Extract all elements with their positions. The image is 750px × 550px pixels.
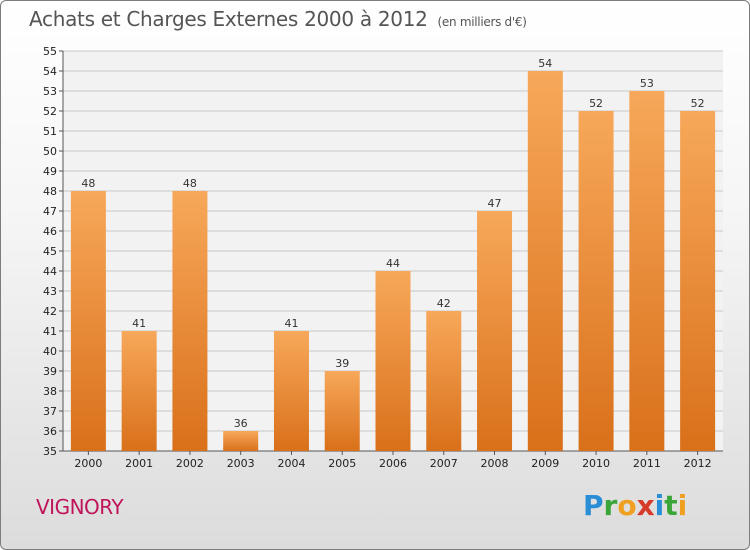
- bar-value-label: 48: [81, 177, 95, 190]
- bar-value-label: 48: [183, 177, 197, 190]
- x-tick-label: 2009: [531, 457, 559, 470]
- y-tick-label: 45: [43, 245, 57, 258]
- logo-letter: i: [654, 489, 665, 522]
- y-tick-label: 49: [43, 165, 57, 178]
- y-tick-label: 50: [43, 145, 57, 158]
- y-tick-label: 38: [43, 385, 57, 398]
- bar: [477, 211, 513, 451]
- commune-name: VIGNORY: [36, 495, 124, 519]
- logo-letter: P: [583, 489, 604, 522]
- y-tick-label: 47: [43, 205, 57, 218]
- y-tick-label: 42: [43, 305, 57, 318]
- y-tick-label: 51: [43, 125, 57, 138]
- logo-letter: i: [677, 489, 688, 522]
- chart-title-text: Achats et Charges Externes 2000 à 2012: [29, 7, 428, 31]
- logo-letter: t: [664, 489, 678, 522]
- bar: [578, 111, 614, 451]
- bar: [426, 311, 462, 451]
- y-tick-label: 35: [43, 445, 57, 458]
- bar-value-label: 54: [538, 57, 552, 70]
- bar-value-label: 36: [234, 417, 248, 430]
- y-tick-label: 36: [43, 425, 57, 438]
- y-tick-label: 52: [43, 105, 57, 118]
- y-tick-label: 46: [43, 225, 57, 238]
- bar-value-label: 52: [691, 97, 705, 110]
- bar: [172, 191, 208, 451]
- x-tick-label: 2003: [227, 457, 255, 470]
- bar-value-label: 44: [386, 257, 400, 270]
- bar: [527, 71, 563, 451]
- y-tick-label: 44: [43, 265, 57, 278]
- x-tick-label: 2012: [684, 457, 712, 470]
- x-tick-label: 2005: [328, 457, 356, 470]
- y-tick-label: 40: [43, 345, 57, 358]
- chart-unit: (en milliers d'€): [437, 15, 527, 29]
- y-tick-label: 37: [43, 405, 57, 418]
- bar-value-label: 42: [437, 297, 451, 310]
- bar: [680, 111, 716, 451]
- bar-value-label: 41: [284, 317, 298, 330]
- logo-letter: o: [617, 489, 637, 522]
- y-tick-label: 53: [43, 85, 57, 98]
- y-tick-label: 48: [43, 185, 57, 198]
- x-tick-label: 2004: [277, 457, 305, 470]
- bar: [121, 331, 157, 451]
- x-tick-label: 2007: [430, 457, 458, 470]
- bar: [324, 371, 360, 451]
- logo-letter: x: [636, 489, 655, 522]
- x-tick-label: 2000: [74, 457, 102, 470]
- bar: [629, 91, 665, 451]
- chart-title: Achats et Charges Externes 2000 à 2012 (e…: [29, 7, 527, 31]
- bar-value-label: 52: [589, 97, 603, 110]
- y-tick-label: 54: [43, 65, 57, 78]
- bar: [223, 431, 259, 451]
- bar-value-label: 47: [488, 197, 502, 210]
- x-tick-label: 2008: [481, 457, 509, 470]
- x-tick-label: 2001: [125, 457, 153, 470]
- bar: [375, 271, 411, 451]
- x-tick-label: 2006: [379, 457, 407, 470]
- y-tick-label: 43: [43, 285, 57, 298]
- proxiti-logo: Proxiti: [583, 489, 687, 522]
- y-tick-label: 41: [43, 325, 57, 338]
- bar: [70, 191, 106, 451]
- y-tick-label: 39: [43, 365, 57, 378]
- x-tick-label: 2010: [582, 457, 610, 470]
- x-tick-label: 2011: [633, 457, 661, 470]
- bar-value-label: 41: [132, 317, 146, 330]
- x-tick-label: 2002: [176, 457, 204, 470]
- bar-value-label: 53: [640, 77, 654, 90]
- bar-value-label: 39: [335, 357, 349, 370]
- y-tick-label: 55: [43, 45, 57, 58]
- logo-letter: r: [603, 489, 618, 522]
- bar: [273, 331, 309, 451]
